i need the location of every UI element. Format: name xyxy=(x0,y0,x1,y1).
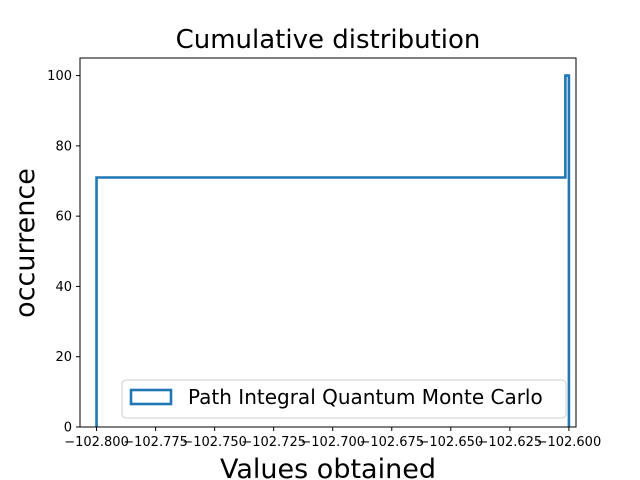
legend-box xyxy=(121,379,567,419)
legend-label: Path Integral Quantum Monte Carlo xyxy=(188,385,543,409)
y-tick-label: 20 xyxy=(55,350,72,365)
y-tick-label: 0 xyxy=(64,421,72,436)
x-tick-label: −102.600 xyxy=(537,435,602,450)
x-tick-label: −102.700 xyxy=(300,435,365,450)
x-tick-label: −102.625 xyxy=(478,435,543,450)
y-tick-label: 80 xyxy=(55,139,72,154)
x-tick-label: −102.750 xyxy=(182,435,247,450)
plot-area xyxy=(79,57,577,428)
x-tick-label: −102.725 xyxy=(241,435,306,450)
x-axis-label: Values obtained xyxy=(220,454,436,480)
y-tick-label: 100 xyxy=(47,69,72,84)
x-tick-label: −102.775 xyxy=(123,435,188,450)
x-axis: −102.800−102.775−102.750−102.725−102.700… xyxy=(64,427,601,450)
y-tick-label: 60 xyxy=(55,210,72,225)
y-tick-label: 40 xyxy=(55,280,72,295)
chart-title: Cumulative distribution xyxy=(176,25,481,55)
series-line xyxy=(95,74,571,427)
x-tick-label: −102.675 xyxy=(359,435,424,450)
legend: Path Integral Quantum Monte Carlo xyxy=(121,379,567,419)
y-axis-label: occurrence xyxy=(10,168,41,318)
axes-frame xyxy=(79,57,577,428)
y-axis: 0 20 40 60 80 100 xyxy=(47,69,80,436)
x-tick-label: −102.800 xyxy=(64,435,129,450)
legend-swatch xyxy=(129,388,173,406)
x-tick-label: −102.650 xyxy=(418,435,483,450)
